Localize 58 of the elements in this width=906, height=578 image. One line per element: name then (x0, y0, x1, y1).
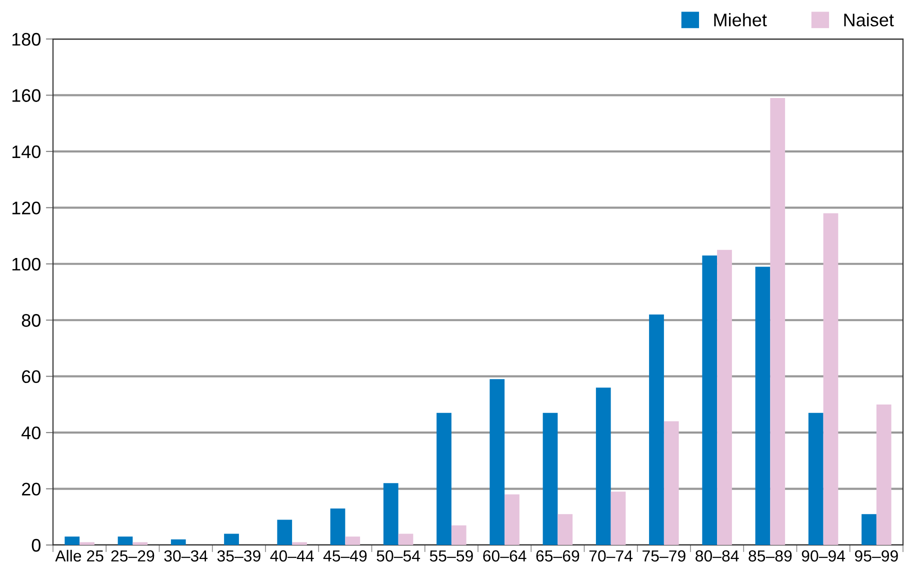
y-tick-label: 60 (22, 370, 40, 384)
bar (664, 421, 679, 545)
bar (277, 520, 292, 545)
x-tick-label: 55–59 (430, 550, 473, 562)
bar (118, 536, 133, 545)
y-tick-label: 100 (12, 258, 40, 271)
x-tick-label: 85–89 (748, 550, 792, 562)
x-tick-label: 95–99 (854, 550, 898, 562)
bar (702, 255, 718, 545)
bar (80, 542, 94, 545)
bar (170, 539, 186, 545)
x-tick-label: 65–69 (536, 550, 580, 562)
x-tick-label: 25–29 (111, 550, 154, 562)
y-tick-label: 20 (22, 482, 40, 496)
x-tick-label: 60–64 (483, 550, 526, 562)
bar (717, 250, 732, 545)
y-tick-label: 0 (32, 538, 40, 552)
x-tick-label: 40–44 (270, 550, 314, 562)
bar (558, 514, 573, 545)
x-tick-label: 75–79 (642, 550, 686, 562)
bar (876, 404, 892, 545)
y-tick-label: 140 (12, 145, 40, 158)
bar (610, 492, 626, 545)
bar (649, 314, 664, 545)
bar (64, 536, 80, 545)
y-tick-label: 160 (12, 89, 40, 102)
bar (451, 525, 466, 545)
x-tick-label: 30–34 (164, 550, 208, 562)
y-tick-label: 80 (22, 314, 40, 327)
bar (596, 388, 611, 545)
bar (808, 412, 824, 545)
bar (132, 542, 148, 545)
y-tick-label: 120 (12, 202, 40, 214)
bar (823, 213, 838, 545)
x-tick-label: 70–74 (589, 550, 633, 562)
bar (292, 542, 307, 545)
bar (345, 536, 360, 545)
bar (330, 508, 346, 545)
x-tick-label: Alle 25 (55, 550, 104, 562)
bar (398, 534, 414, 545)
x-tick-label: 90–94 (802, 550, 846, 562)
y-tick-label: 40 (22, 426, 40, 440)
bar (862, 514, 876, 545)
x-tick-label: 35–39 (217, 550, 260, 562)
bar (542, 412, 558, 545)
x-tick-label: 50–54 (376, 550, 420, 562)
bar (770, 98, 786, 545)
bar (436, 412, 452, 545)
bar (504, 494, 520, 545)
bar (755, 266, 770, 545)
bar (383, 483, 398, 545)
bar (490, 379, 505, 545)
x-tick-label: 80–84 (696, 550, 739, 562)
bar (224, 534, 239, 545)
legend-label: Miehet (714, 13, 767, 26)
x-tick-label: 45–49 (323, 550, 367, 562)
y-tick-label: 180 (12, 32, 40, 46)
legend-label: Naiset (844, 13, 894, 26)
